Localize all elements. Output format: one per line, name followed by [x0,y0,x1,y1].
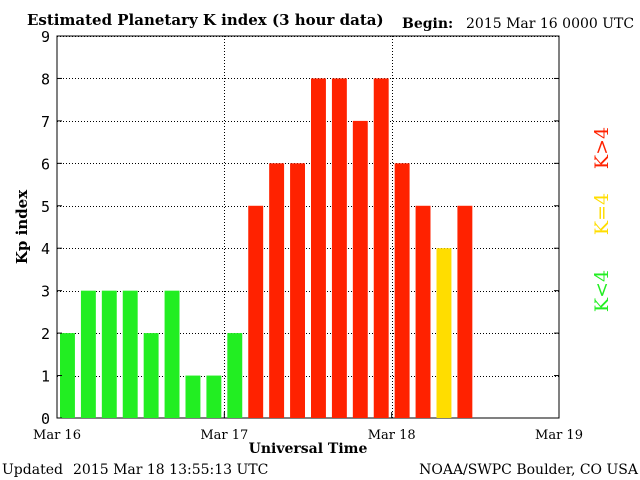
updated-label: Updated [2,462,63,478]
y-tick-label-4: 4 [41,240,50,258]
y-tick-label-7: 7 [41,113,50,131]
x-tick-label-3: Mar 19 [535,428,583,443]
legend-high: K>4 [591,127,613,169]
y-tick-label-5: 5 [41,198,50,216]
bar-18 [436,248,452,418]
bar-12 [311,78,326,418]
y-tick-label-6: 6 [41,155,50,173]
bar-4 [143,333,159,418]
plot-frame [56,35,560,419]
y-tick-label-3: 3 [41,283,50,301]
y-axis-label: Kp index [13,189,31,264]
bar-6 [185,375,201,418]
bar-5 [164,290,180,418]
updated-value: 2015 Mar 18 13:55:13 UTC [73,462,268,478]
bar-19 [457,205,473,418]
y-tick-label-9: 9 [41,28,50,46]
x-tick-label-0: Mar 16 [33,428,81,443]
bar-13 [331,78,347,418]
bar-17 [415,205,431,418]
x-axis-label: Universal Time [249,441,368,457]
bar-9 [248,205,264,418]
begin-value: 2015 Mar 16 0000 UTC [466,16,634,32]
bar-7 [206,375,222,418]
begin-label: Begin: [402,16,453,32]
legend-mid: K=4 [591,193,613,235]
y-tick-label-2: 2 [41,325,50,343]
legend-low: K<4 [591,270,613,312]
bar-14 [352,120,368,418]
x-tick-labels: Mar 16 Mar 17 Mar 18 Mar 19 [33,412,583,443]
chart-title: Estimated Planetary K index (3 hour data… [27,11,384,29]
y-tick-labels: 0 1 2 3 4 5 6 7 8 9 [41,28,559,428]
bar-15 [373,78,389,418]
y-tick-label-8: 8 [41,70,50,88]
x-tick-label-2: Mar 18 [368,428,416,443]
bar-8 [227,333,243,418]
source-credit: NOAA/SWPC Boulder, CO USA [419,462,639,478]
bar-11 [290,163,305,418]
bar-16 [394,163,410,418]
bar-10 [269,163,285,418]
grid-layer [57,36,559,418]
bar-0 [60,333,75,418]
bar-1 [80,290,96,418]
y-tick-label-0: 0 [41,410,50,428]
bar-2 [101,290,117,418]
x-tick-label-1: Mar 17 [200,428,248,443]
bar-3 [122,290,138,418]
y-tick-label-1: 1 [41,368,50,386]
bars-layer [60,78,473,418]
